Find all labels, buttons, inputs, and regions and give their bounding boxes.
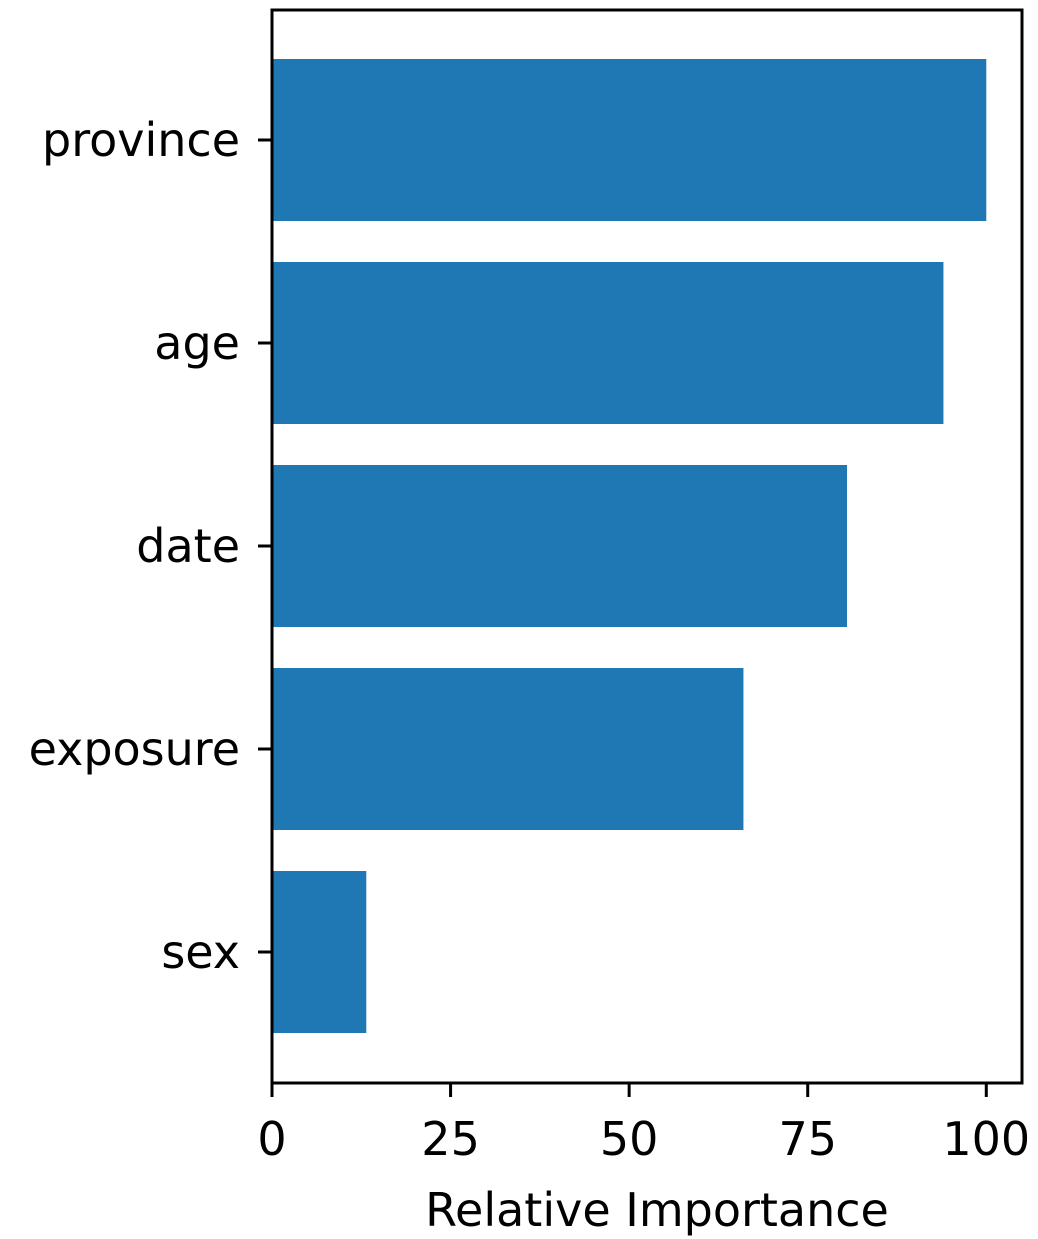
y-tick-label: age [154,316,240,370]
y-tick-label: date [136,519,240,573]
y-tick-label: province [42,113,240,167]
x-tick-label: 75 [778,1112,837,1166]
y-tick-label: sex [161,925,240,979]
y-tick-label: exposure [29,722,240,776]
bar-age [272,262,944,424]
plot-frame [270,8,1024,1085]
x-tick-label: 50 [600,1112,659,1166]
x-tick-label: 25 [421,1112,480,1166]
bars-group [272,59,987,1033]
bar-date [272,465,847,627]
bar-province [272,59,987,221]
x-axis-ticks: 0 25 50 75 100 [257,1083,1030,1166]
bar-sex [272,871,367,1033]
x-tick-label: 0 [257,1112,286,1166]
x-axis-label: Relative Importance [425,1183,889,1237]
y-axis-ticks: province age date exposure sex [29,113,272,979]
bar-exposure [272,668,744,830]
x-tick-label: 100 [942,1112,1030,1166]
